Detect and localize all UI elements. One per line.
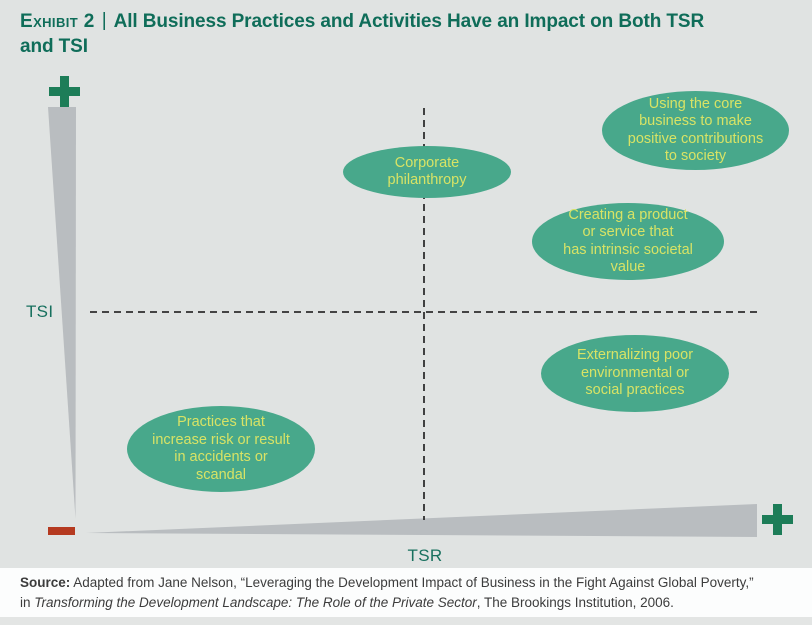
bubble-label: Practices that increase risk or result i… [152,414,290,483]
page-bottom-strip [0,617,812,625]
source-line2-prefix: in [20,595,35,610]
tsr-axis-wedge [86,504,757,537]
tsi-plus-icon [49,76,80,107]
title-text-line2: and TSI [20,36,88,57]
tsr-axis-label: TSR [407,546,443,565]
source-line2-suffix: , The Brookings Institution, 2006. [476,595,674,610]
bubble-using-core-business: Using the core business to make positive… [602,91,789,170]
source-line-2: in Transforming the Development Landscap… [20,593,798,613]
bubble-label: Externalizing poor environmental or soci… [576,347,694,399]
bubble-externalizing-practices: Externalizing poor environmental or soci… [541,335,729,412]
source-line1-text: Adapted from Jane Nelson, “Leveraging th… [70,575,754,590]
bubble-label: Corporate philanthropy [387,154,467,189]
bubble-label: Using the core business to make positive… [627,95,764,165]
tsi-axis-wedge [48,107,76,519]
tsi-minus-icon [48,527,75,535]
source-book-title: Transforming the Development Landscape: … [34,595,477,610]
title-text-line1: All Business Practices and Activities Ha… [113,11,705,32]
bubble-label: Creating a product or service that has i… [563,206,693,276]
title-separator: | [101,10,107,31]
source-note: Source: Adapted from Jane Nelson, “Lever… [20,573,798,613]
exhibit-title: Exhibit 2 | All Business Practices and Act… [20,9,798,59]
bubble-corporate-philanthropy: Corporate philanthropy [343,146,511,198]
tsr-plus-icon [762,504,793,535]
exhibit-number: Exhibit 2 [20,11,95,32]
bubble-creating-product: Creating a product or service that has i… [532,203,724,280]
tsi-axis-label: TSI [26,302,54,321]
source-label: Source: [20,575,71,590]
source-line-1: Source: Adapted from Jane Nelson, “Lever… [20,573,798,593]
bubble-practices-risk-scandal: Practices that increase risk or result i… [127,406,315,492]
